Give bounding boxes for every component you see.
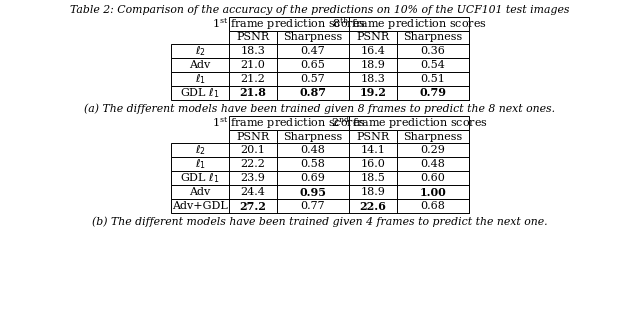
Text: 18.3: 18.3 xyxy=(241,46,266,56)
Text: 21.2: 21.2 xyxy=(241,74,266,84)
Bar xyxy=(171,199,469,213)
Text: GDL $\ell_1$: GDL $\ell_1$ xyxy=(180,86,220,100)
Bar xyxy=(397,130,469,143)
Text: $\ell_2$: $\ell_2$ xyxy=(195,143,205,157)
Bar xyxy=(229,116,349,130)
Text: Sharpness: Sharpness xyxy=(284,131,342,142)
Text: 0.48: 0.48 xyxy=(420,159,445,169)
Text: 18.9: 18.9 xyxy=(360,60,385,70)
Text: (b) The different models have been trained given 4 frames to predict the next on: (b) The different models have been train… xyxy=(92,216,548,226)
Text: 22.2: 22.2 xyxy=(241,159,266,169)
Bar xyxy=(277,130,349,143)
Bar xyxy=(171,157,469,171)
Text: 14.1: 14.1 xyxy=(360,145,385,155)
Bar xyxy=(349,116,469,130)
Bar xyxy=(171,185,469,199)
Text: GDL $\ell_1$: GDL $\ell_1$ xyxy=(180,171,220,185)
Text: PSNR: PSNR xyxy=(236,33,269,42)
Text: 0.48: 0.48 xyxy=(301,145,325,155)
Text: 18.5: 18.5 xyxy=(360,173,385,183)
Text: Sharpness: Sharpness xyxy=(403,131,463,142)
Text: 24.4: 24.4 xyxy=(241,187,266,197)
Text: 2$^{\mathregular{nd}}$ frame prediction scores: 2$^{\mathregular{nd}}$ frame prediction … xyxy=(331,115,488,131)
Text: 1$^{\mathregular{st}}$ frame prediction scores: 1$^{\mathregular{st}}$ frame prediction … xyxy=(212,115,366,131)
Bar xyxy=(229,17,349,31)
Text: Sharpness: Sharpness xyxy=(403,33,463,42)
Text: 16.0: 16.0 xyxy=(360,159,385,169)
Text: 0.29: 0.29 xyxy=(420,145,445,155)
Text: 0.60: 0.60 xyxy=(420,173,445,183)
Text: PSNR: PSNR xyxy=(236,131,269,142)
Text: 0.36: 0.36 xyxy=(420,46,445,56)
Text: 21.8: 21.8 xyxy=(239,87,266,99)
Text: 0.69: 0.69 xyxy=(301,173,325,183)
Text: 1$^{\mathregular{st}}$ frame prediction scores: 1$^{\mathregular{st}}$ frame prediction … xyxy=(212,16,366,32)
Text: 19.2: 19.2 xyxy=(360,87,387,99)
Text: 16.4: 16.4 xyxy=(360,46,385,56)
Bar xyxy=(171,72,469,86)
Text: 20.1: 20.1 xyxy=(241,145,266,155)
Text: Adv: Adv xyxy=(189,60,211,70)
Text: 23.9: 23.9 xyxy=(241,173,266,183)
Text: $\ell_2$: $\ell_2$ xyxy=(195,44,205,58)
Text: Table 2: Comparison of the accuracy of the predictions on 10% of the UCF101 test: Table 2: Comparison of the accuracy of t… xyxy=(70,5,570,15)
Bar xyxy=(171,171,469,185)
Text: 0.47: 0.47 xyxy=(301,46,325,56)
Text: 0.65: 0.65 xyxy=(301,60,325,70)
Bar xyxy=(349,130,397,143)
Text: 0.57: 0.57 xyxy=(301,74,325,84)
Text: 1.00: 1.00 xyxy=(420,187,446,197)
Bar xyxy=(171,86,469,100)
Text: 0.68: 0.68 xyxy=(420,201,445,211)
Text: 0.87: 0.87 xyxy=(300,87,326,99)
Text: $\ell_1$: $\ell_1$ xyxy=(195,157,205,171)
Bar xyxy=(349,31,397,44)
Text: PSNR: PSNR xyxy=(356,33,390,42)
Text: 0.95: 0.95 xyxy=(300,187,326,197)
Text: $\ell_1$: $\ell_1$ xyxy=(195,72,205,86)
Text: 21.0: 21.0 xyxy=(241,60,266,70)
Text: 8$^{\mathregular{th}}$ frame prediction scores: 8$^{\mathregular{th}}$ frame prediction … xyxy=(332,16,486,32)
Text: 0.54: 0.54 xyxy=(420,60,445,70)
Text: 18.9: 18.9 xyxy=(360,187,385,197)
Bar xyxy=(397,31,469,44)
Text: 0.77: 0.77 xyxy=(301,201,325,211)
Bar xyxy=(277,31,349,44)
Text: Adv: Adv xyxy=(189,187,211,197)
Text: PSNR: PSNR xyxy=(356,131,390,142)
Text: 22.6: 22.6 xyxy=(360,201,387,211)
Bar xyxy=(229,130,277,143)
Text: Adv+GDL: Adv+GDL xyxy=(172,201,228,211)
Bar xyxy=(349,17,469,31)
Bar xyxy=(171,44,469,58)
Text: Sharpness: Sharpness xyxy=(284,33,342,42)
Text: 18.3: 18.3 xyxy=(360,74,385,84)
Bar xyxy=(229,31,277,44)
Text: (a) The different models have been trained given 8 frames to predict the 8 next : (a) The different models have been train… xyxy=(84,103,556,114)
Text: 27.2: 27.2 xyxy=(239,201,266,211)
Text: 0.79: 0.79 xyxy=(419,87,447,99)
Text: 0.51: 0.51 xyxy=(420,74,445,84)
Text: 0.58: 0.58 xyxy=(301,159,325,169)
Bar xyxy=(171,58,469,72)
Bar xyxy=(171,143,469,157)
